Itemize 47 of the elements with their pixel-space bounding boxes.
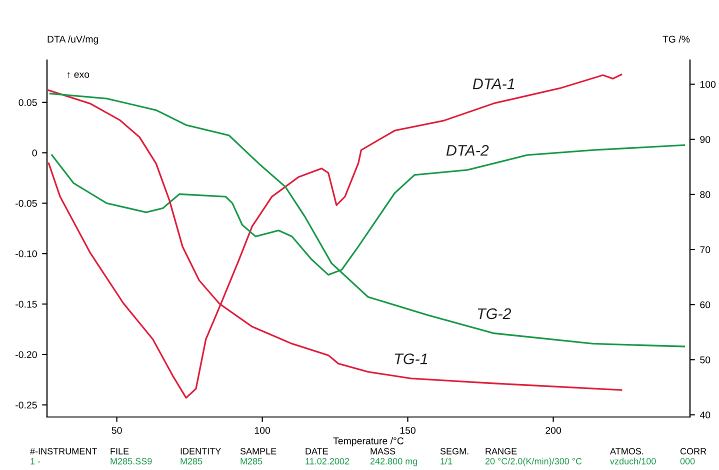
text: SAMPLE	[240, 448, 276, 454]
y2-tick-label: 90	[700, 136, 710, 143]
text: SEGM.	[440, 448, 468, 454]
y-tick-label: -0.15	[16, 300, 37, 308]
series-label: TG-1	[394, 353, 428, 364]
text: M285	[240, 458, 262, 464]
text: MASS	[370, 448, 396, 454]
x-tick-label: 100	[254, 426, 270, 434]
y2-tick-label: 40	[700, 412, 710, 418]
series-label: DTA-2	[446, 144, 489, 156]
text: #-INSTRUMENT	[30, 448, 97, 454]
series-label: DTA-1	[472, 78, 514, 90]
y2-axis-title: TG /%	[662, 35, 690, 43]
y2-tick-label: 50	[700, 356, 710, 364]
y-tick-label: -0.10	[16, 250, 37, 258]
annotation: ↑ exo	[68, 72, 90, 78]
y-axis-title: DTA /uV/mg	[48, 35, 98, 45]
x-tick-label: 50	[112, 426, 122, 434]
text: M285.SS9	[110, 458, 152, 464]
text: RANGE	[486, 448, 517, 454]
y2-tick-label: 70	[700, 246, 710, 254]
y-tick-label: -0.25	[16, 402, 37, 409]
series-label: TG-2	[478, 308, 512, 320]
text: 000	[680, 458, 695, 464]
text: CORR	[680, 448, 706, 454]
x-axis-title: Temperature /°C	[333, 437, 404, 446]
text: FILE	[110, 448, 129, 454]
text: 242.800 mg	[370, 458, 418, 466]
y-tick-label: -0.05	[16, 200, 37, 207]
y2-tick-label: 80	[700, 191, 710, 198]
text: M285	[180, 458, 202, 464]
y2-tick-label: 60	[700, 301, 710, 308]
y-tick-label: 0.05	[18, 99, 37, 106]
y-tick-label: -0.20	[16, 351, 37, 358]
text: 1/1	[440, 458, 452, 464]
text: 1 -	[30, 458, 40, 464]
y2-tick-label: 100	[700, 80, 716, 88]
x-tick-label: 200	[546, 426, 561, 434]
text: IDENTITY	[180, 448, 221, 454]
text: vzduch/100	[610, 458, 656, 464]
text: DATE	[306, 448, 328, 454]
text: ATMOS.	[610, 448, 644, 454]
y-tick-label: 0	[32, 150, 37, 156]
text: 11.02.2002	[306, 458, 350, 464]
line-series	[49, 92, 686, 348]
x-tick-label: 150	[400, 426, 416, 434]
text: 20 °C/2.0(K/min)/300 °C	[485, 458, 582, 466]
